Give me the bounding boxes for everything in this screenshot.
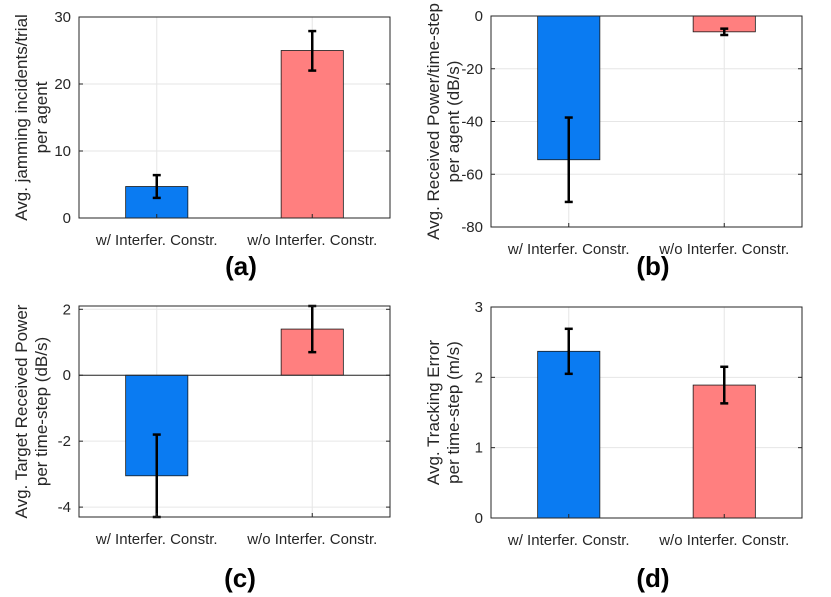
y-tick-label: -80 — [461, 219, 483, 236]
y-tick-label: 3 — [475, 299, 483, 316]
error-bar — [152, 173, 161, 200]
x-tick-label: w/ Interfer. Constr. — [95, 232, 218, 249]
y-tick-label: 2 — [63, 301, 71, 318]
y-axis-label-line-2: per agent (dB/s) — [444, 61, 463, 183]
bar-without-constraint — [280, 50, 344, 219]
chart-panel-2: -80 -60 -40 -20 0 w/ Interfer. Constr. w/o Int… — [424, 3, 803, 281]
x-tick-label: w/ Interfer. Constr. — [507, 532, 630, 549]
error-bar — [720, 27, 729, 37]
y-tick-label: 0 — [63, 367, 71, 384]
y-axis-label: Avg. Received Power/time-step per agent (… — [424, 3, 463, 240]
error-bar — [564, 327, 573, 376]
y-tick-label: -4 — [58, 499, 71, 516]
y-axis-label-line-2: per time-step (dB/s) — [32, 337, 51, 486]
y-tick-label: 0 — [63, 210, 71, 227]
y-tick-label: 1 — [475, 440, 483, 457]
axes-box — [78, 305, 391, 518]
y-axis-label: Avg. Target Received Power per time-step … — [12, 304, 51, 518]
error-bar — [720, 365, 729, 405]
x-tick-label: w/o Interfer. Constr. — [658, 241, 789, 258]
y-tick-label: 0 — [475, 510, 483, 527]
y-tick-label: 2 — [475, 369, 483, 386]
y-tick-label: -60 — [461, 166, 483, 183]
y-axis-label: Avg. Tracking Error per time-step (m/s) — [424, 340, 463, 486]
chart-panel-4: 0 1 2 3 w/ Interfer. Constr. w/o Interfer. Co… — [424, 299, 803, 593]
y-tick-label: -2 — [58, 433, 71, 450]
error-bar — [564, 116, 573, 204]
chart-panel-1: 0 10 20 30 w/ Interfer. Constr. w/o Interfer.… — [12, 9, 391, 281]
axes-box — [78, 16, 391, 219]
x-tick-label: w/o Interfer. Constr. — [246, 232, 377, 249]
panel-label: (d) — [636, 563, 669, 593]
y-axis-label-line-1: Avg. Tracking Error — [424, 340, 443, 486]
y-tick-label: 30 — [54, 9, 71, 26]
x-tick-label: w/o Interfer. Constr. — [246, 531, 377, 548]
y-axis-label-line-1: Avg. Received Power/time-step — [424, 3, 443, 240]
y-axis-label-line-2: per agent — [32, 81, 51, 153]
y-axis-label-line-2: per time-step (m/s) — [444, 341, 463, 484]
y-tick-label: -20 — [461, 61, 483, 78]
x-tick-label: w/o Interfer. Constr. — [658, 532, 789, 549]
x-tick-label: w/ Interfer. Constr. — [507, 241, 630, 258]
y-tick-label: 20 — [54, 76, 71, 93]
bar-without-constraint — [692, 384, 756, 519]
y-axis-label: Avg. jamming incidents/trial per agent — [12, 14, 51, 221]
x-tick-label: w/ Interfer. Constr. — [95, 531, 218, 548]
axes-box — [490, 306, 803, 519]
panel-label: (c) — [224, 563, 256, 593]
bar-with-constraint — [537, 350, 601, 519]
y-tick-label: 10 — [54, 143, 71, 160]
chart-panel-3: -4 -2 0 2 w/ Interfer. Constr. w/o Interfer. … — [12, 301, 391, 593]
y-axis-label-line-1: Avg. Target Received Power — [12, 304, 31, 518]
panel-label: (b) — [636, 251, 669, 281]
error-bar — [308, 29, 317, 72]
y-tick-label: 0 — [475, 8, 483, 25]
y-axis-label-line-1: Avg. jamming incidents/trial — [12, 14, 31, 221]
panel-label: (a) — [225, 251, 257, 281]
y-tick-label: -40 — [461, 114, 483, 131]
